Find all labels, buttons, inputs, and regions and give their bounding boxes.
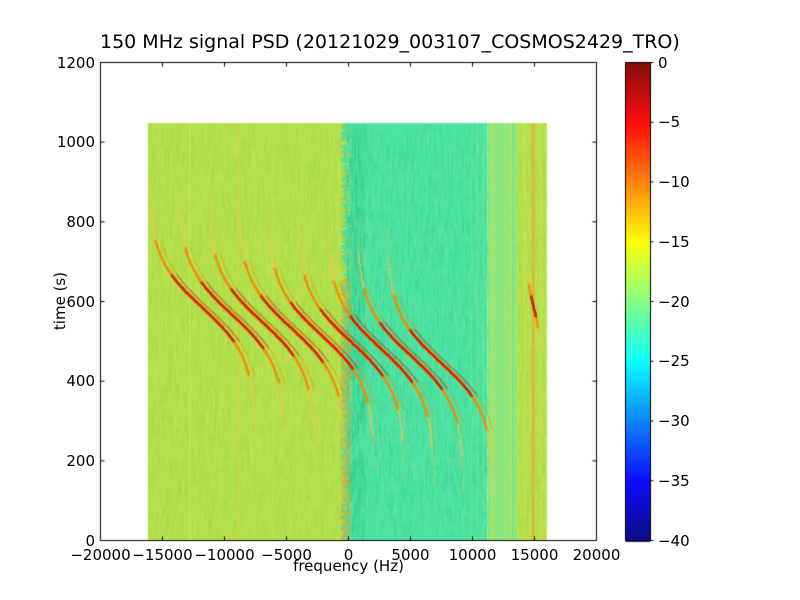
y-tick-label: 200 [66,451,95,470]
y-tick-label: 1200 [56,53,95,72]
colorbar-tick-label: −10 [658,173,690,191]
chart-title: 150 MHz signal PSD (20121029_003107_COSM… [100,31,680,53]
colorbar-tick-label: −35 [658,471,690,490]
y-tick-label: 0 [85,531,95,550]
x-axis-label: frequency (Hz) [293,557,404,575]
x-tick-label: 5000 [391,546,430,564]
colorbar-tick-label: 0 [658,53,668,72]
x-tick-label: 10000 [448,546,497,564]
y-tick-label: 1000 [56,133,95,152]
y-tick-label: 800 [66,212,95,231]
x-tick-label: −15000 [132,546,193,564]
x-tick-label: −20000 [70,546,131,564]
y-tick-label: 400 [66,372,95,391]
x-tick-label: −5000 [261,546,312,564]
colorbar-tick-label: −25 [658,352,690,371]
x-tick-label: −10000 [194,546,255,564]
y-tick-label: 600 [66,292,95,311]
colorbar-tick-label: −30 [658,412,690,430]
colorbar-tick-label: −20 [658,292,690,311]
x-tick-label: 15000 [510,546,559,564]
colorbar-tick-label: −15 [658,232,690,251]
x-tick-label: 20000 [572,546,621,564]
colorbar-tick-label: −5 [658,113,681,132]
colorbar-tick-label: −40 [658,531,690,550]
x-tick-label: 0 [343,546,354,564]
